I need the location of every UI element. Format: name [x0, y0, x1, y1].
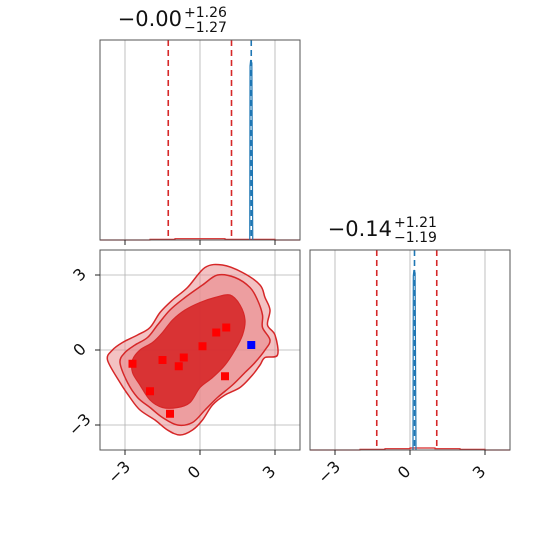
marginal-y-title-plus: +1.21 [394, 215, 437, 231]
joint-sample-marker [174, 362, 183, 371]
joint-sample-marker [166, 409, 174, 418]
joint-ytick-label: 3 [69, 264, 90, 285]
marginal-x-title-minus: −1.27 [184, 20, 227, 36]
joint-sample-marker [212, 328, 221, 337]
joint-xtick-label: 3 [259, 462, 280, 483]
marginal-x-title-median: −0.00 [118, 7, 182, 31]
marginal-y-xtick-label: 3 [469, 462, 490, 483]
marginal-y-xtick-label: 0 [394, 462, 415, 483]
marginal-y-title-median: −0.14 [328, 217, 392, 241]
panel-marginal-x-histogram: −0.00 +1.26−1.27 [99, 5, 301, 245]
joint-ytick-label: −3 [65, 410, 95, 440]
joint-xtick-label: 0 [184, 462, 205, 483]
panel-marginal-y-histogram: −3 0 3 −0.14 +1.21−1.19 [309, 215, 511, 487]
joint-sample-marker [158, 356, 167, 364]
marginal-y-title-minus: −1.19 [394, 230, 437, 246]
joint-ytick-label: 0 [69, 339, 90, 360]
joint-plot-area [100, 250, 300, 450]
joint-sample-marker [221, 372, 229, 381]
joint-sample-marker [198, 342, 207, 351]
panel-joint-contour: −3 0 3 −3 0 3 [65, 249, 301, 487]
joint-sample-marker [222, 323, 231, 332]
marginal-y-xtick-label: −3 [314, 457, 344, 487]
joint-truth-marker [247, 341, 256, 349]
joint-contour-inner [131, 294, 246, 409]
marginal-x-title-plus: +1.26 [184, 5, 227, 21]
joint-sample-marker [128, 359, 137, 368]
joint-xtick-label: −3 [104, 457, 134, 487]
joint-sample-marker [146, 387, 154, 396]
joint-sample-marker [179, 353, 188, 362]
